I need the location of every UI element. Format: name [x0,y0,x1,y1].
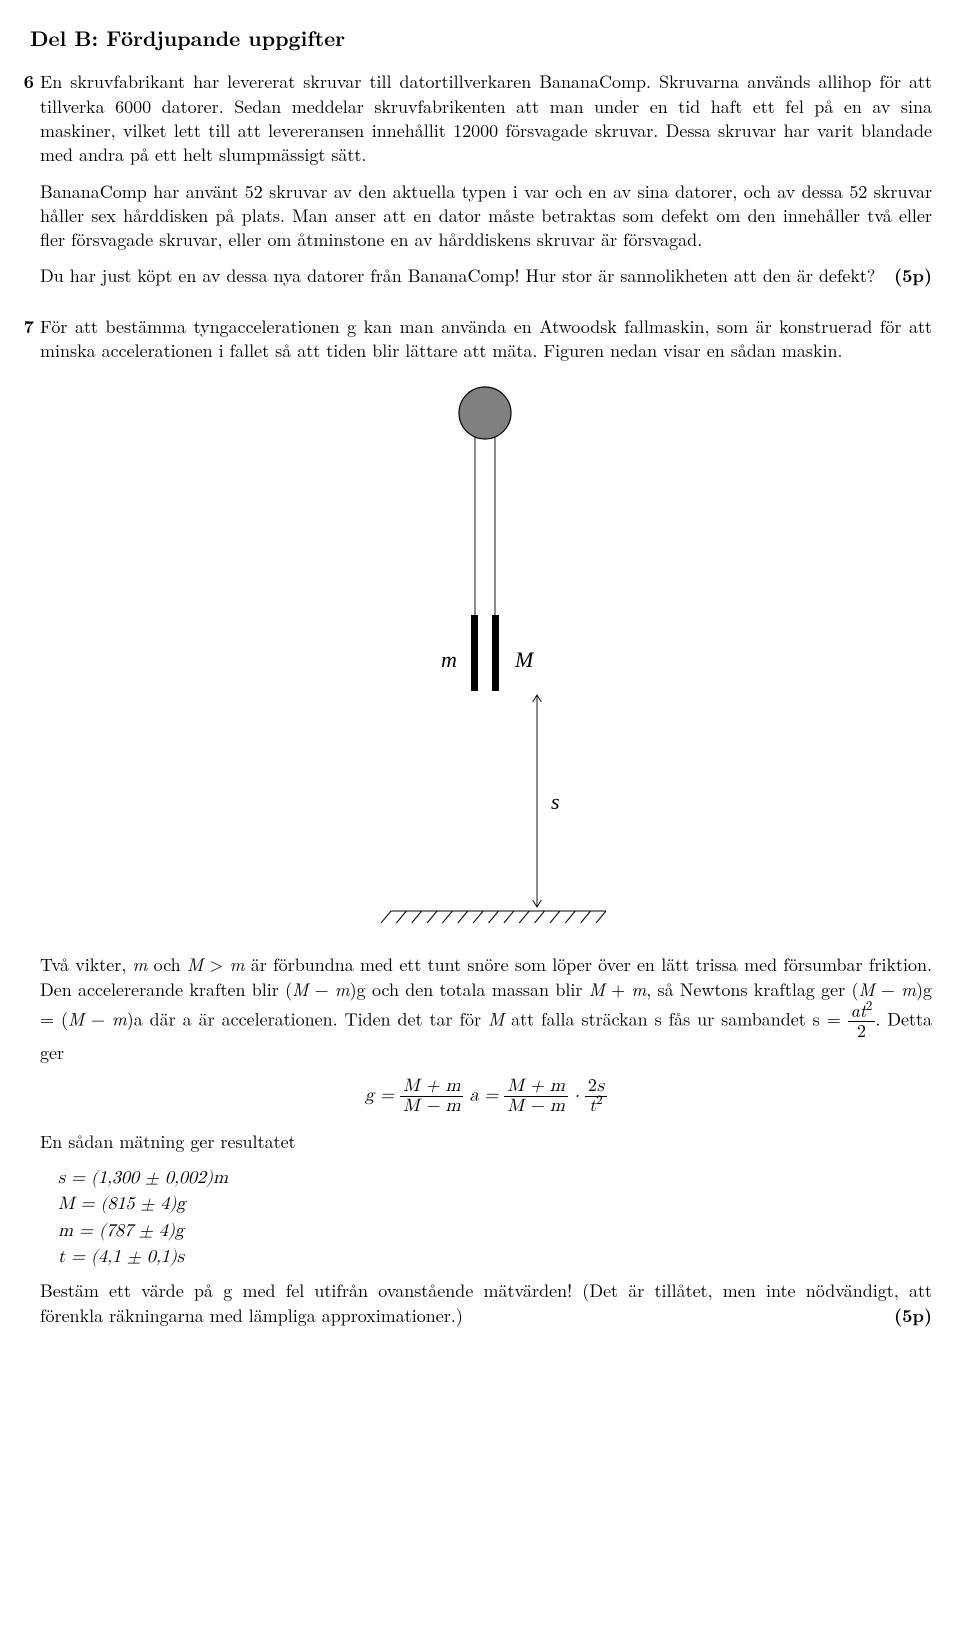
measure-s: s = (1,300 ± 0,002)m [58,1166,932,1190]
problem-7-final-text: Bestäm ett värde på g med fel utifrån ov… [40,1278,932,1327]
txt: + [605,977,632,1002]
txt: och [147,952,187,977]
svg-text:m: m [441,647,457,672]
txt: − [84,1006,112,1031]
problem-7-equation: g = M + mM − m a = M + mM − m · 2st2 [40,1077,932,1116]
problem-6: 6 En skruvfabrikant har levererat skruva… [12,70,932,300]
problem-7-final: Bestäm ett värde på g med fel utifrån ov… [40,1279,932,1328]
problem-7: 7 För att bestämma tyngaccelerationen g … [12,315,932,1340]
problem-number: 6 [12,70,40,300]
measurement-list: s = (1,300 ± 0,002)m M = (815 ± 4)g m = … [58,1166,932,1269]
measure-M: M = (815 ± 4)g [58,1192,932,1216]
section-title: Del B: Fördjupande uppgifter [30,24,932,52]
txt: , så Newtons kraftlag ger ( [646,977,858,1002]
measure-m: m = (787 ± 4)g [58,1219,932,1243]
problem-7-points: (5p) [894,1304,932,1328]
txt: )a där a är accelerationen. Tiden det ta… [127,1006,488,1031]
txt: )g och den totala massan blir [350,977,589,1002]
problem-body: En skruvfabrikant har levererat skruvar … [40,70,932,300]
txt: Två vikter, [40,952,133,977]
txt: − [875,977,902,1002]
problem-6-points: (5p) [894,264,932,288]
atwood-figure: m Ms [321,377,651,937]
txt: − [308,977,335,1002]
problem-7-intro: För att bestämma tyngaccelerationen g ka… [40,315,932,364]
problem-number: 7 [12,315,40,1340]
svg-text:s: s [551,789,560,814]
problem-6-para-1: En skruvfabrikant har levererat skruvar … [40,70,932,167]
problem-7-measure-lead: En sådan mätning ger resultatet [40,1130,932,1154]
problem-body: För att bestämma tyngaccelerationen g ka… [40,315,932,1340]
problem-6-para-2: BananaComp har använt 52 skruvar av den … [40,180,932,253]
measure-t: t = (4,1 ± 0,1)s [58,1245,932,1269]
problem-7-intro-text: För att bestämma tyngaccelerationen g ka… [40,314,932,363]
txt: > [203,952,230,977]
problem-6-qtext: Du har just köpt en av dessa nya datorer… [40,263,875,288]
txt: att falla sträckan s fås ur sambandet s … [504,1006,848,1031]
problem-6-question: Du har just köpt en av dessa nya datorer… [40,264,932,288]
problem-7-after-fig: Två vikter, m och M > m är förbundna med… [40,953,932,1065]
svg-text:M: M [514,647,535,672]
